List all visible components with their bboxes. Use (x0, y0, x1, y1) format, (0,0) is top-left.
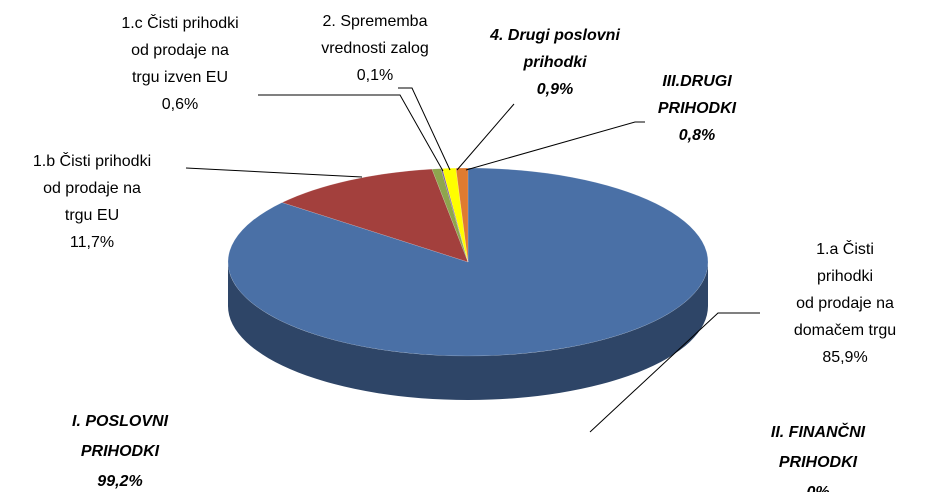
category-label: 2. Sprememba vrednosti zalog (321, 13, 429, 57)
annotation-text: I. POSLOVNI PRIHODKI (71, 413, 169, 460)
value-label: 85,9% (822, 349, 868, 366)
value-label: 0,1% (356, 67, 394, 84)
slice (455, 167, 469, 263)
annotation-value: 0% (771, 478, 865, 492)
slice-label: 1.a Čisti prihodki od prodaje na domačem… (792, 236, 899, 371)
slice-label: III.DRUGI PRIHODKI 0,8% (658, 68, 736, 149)
slice (227, 167, 709, 357)
slice-label: 1.b Čisti prihodki od prodaje na trgu EU… (33, 148, 151, 256)
leader-line (398, 87, 451, 171)
category-label: 1.a Čisti prihodki od prodaje na domačem… (793, 241, 897, 339)
value-label: 0,9% (536, 81, 574, 98)
leader-line (258, 94, 444, 172)
category-label: 1.c Čisti prihodki od prodaje na trgu iz… (121, 15, 239, 86)
annotation: I. POSLOVNI PRIHODKI 99,2% (72, 407, 168, 492)
annotation: II. FINANČNI PRIHODKI 0% (771, 418, 865, 492)
slice (431, 168, 469, 263)
category-label: 4. Drugi poslovni prihodki (490, 27, 620, 71)
value-label: 0,6% (161, 96, 199, 113)
slice-label: 1.c Čisti prihodki od prodaje na trgu iz… (121, 10, 238, 118)
leader-lines (185, 87, 760, 433)
leader-line (589, 312, 760, 433)
annotation-text: II. FINANČNI PRIHODKI (770, 424, 866, 471)
slice-side (228, 262, 708, 400)
value-label: 11,7% (69, 234, 115, 251)
slice-label: 2. Sprememba vrednosti zalog 0,1% (321, 8, 429, 89)
annotation-value: 99,2% (97, 473, 143, 490)
slice (281, 168, 469, 263)
leader-line (456, 103, 515, 171)
leader-line (465, 121, 645, 171)
category-label: III.DRUGI PRIHODKI (657, 73, 737, 117)
category-label: 1.b Čisti prihodki od prodaje na trgu EU (32, 153, 152, 224)
leader-line (185, 167, 363, 178)
slice-label: 4. Drugi poslovni prihodki 0,9% (490, 22, 620, 103)
value-label: 0,8% (678, 127, 716, 144)
